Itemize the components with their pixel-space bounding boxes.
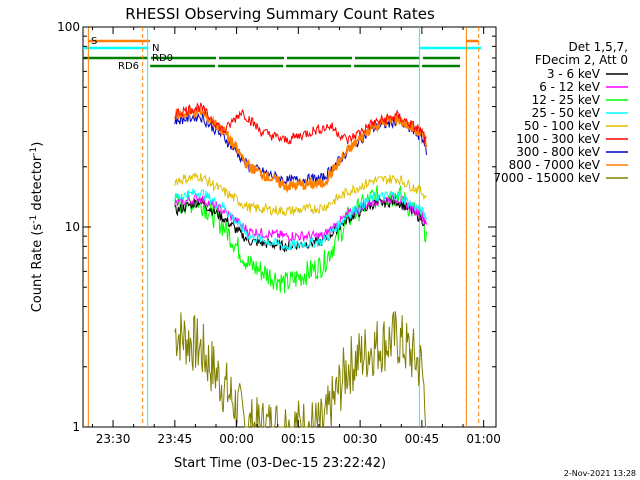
series-layer (173, 102, 428, 429)
y-tick-label: 10 (65, 220, 80, 234)
x-tick-label: 01:00 (466, 432, 501, 446)
legend-header-line-1: Det 1,5,7, (569, 40, 629, 54)
legend-label: 12 - 25 keV (532, 93, 601, 107)
series-line (174, 172, 427, 217)
legend-label: 50 - 100 keV (524, 119, 601, 133)
legend-label: 300 - 800 keV (516, 145, 600, 159)
flag-label-rd0: RD0 (152, 53, 173, 64)
legend-label: 25 - 50 keV (532, 106, 601, 120)
flag-label-rd6: RD6 (118, 61, 139, 72)
legend-header-line-2: FDecim 2, Att 0 (535, 53, 628, 67)
x-tick-label: 00:00 (219, 432, 254, 446)
legend-label: 7000 - 15000 keV (493, 171, 600, 185)
x-tick-label: 00:45 (405, 432, 440, 446)
legend-label: 6 - 12 keV (539, 80, 601, 94)
flag-label-s: S (91, 36, 97, 47)
footer-date: 2-Nov-2021 13:28 (564, 469, 636, 478)
x-tick-label: 23:30 (96, 432, 131, 446)
y-axis-label-main: Count Rate (s (30, 224, 45, 313)
y-axis-label-end: ) (30, 142, 45, 147)
y-tick-label: 100 (57, 20, 80, 34)
legend-label: 3 - 6 keV (547, 67, 601, 81)
axes-layer: 23:30 23:45 00:00 00:15 00:30 00:45 01:00 1 10 10… (57, 20, 501, 446)
series-line (174, 311, 427, 429)
y-axis-label-sup2: -1 (29, 147, 39, 156)
x-tick-label: 23:45 (158, 432, 193, 446)
series-line (174, 188, 427, 251)
series-line (174, 102, 427, 145)
x-tick-label: 00:30 (343, 432, 378, 446)
y-tick-label: 1 (72, 420, 80, 434)
y-axis-label-mid: detector (30, 155, 45, 215)
y-axis-label: Count Rate (s-1 detector-1) (29, 142, 45, 313)
y-axis-label-sup1: -1 (29, 215, 39, 224)
flag-label-n: N (152, 43, 159, 54)
legend-label: 800 - 7000 keV (509, 158, 601, 172)
legend-label: 100 - 300 keV (516, 132, 600, 146)
x-tick-label: 00:15 (281, 432, 316, 446)
chart-title: RHESSI Observing Summary Count Rates (125, 5, 435, 23)
x-axis-label: Start Time (03-Dec-15 23:22:42) (174, 456, 386, 471)
